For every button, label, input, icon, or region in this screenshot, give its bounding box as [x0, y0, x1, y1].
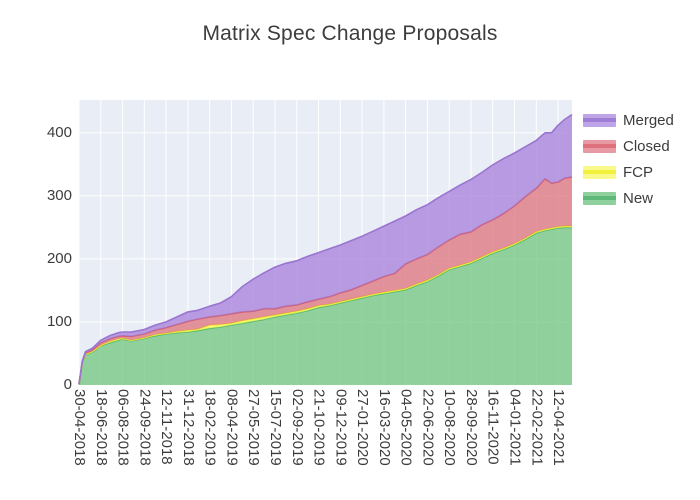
new-swatch-icon	[583, 191, 616, 205]
y-tick-label: 200	[46, 249, 72, 267]
x-tick-label: 21-10-2019	[310, 389, 328, 466]
legend-label-new: New	[623, 189, 654, 207]
legend-label-fcp: FCP	[623, 163, 653, 181]
x-tick-label: 22-06-2020	[419, 389, 437, 466]
area-merged	[79, 114, 572, 385]
closed-swatch-icon	[583, 139, 616, 153]
merged-swatch-line	[583, 118, 616, 122]
y-tick-label: 300	[46, 186, 72, 204]
closed-swatch-line	[583, 144, 616, 148]
x-tick-label: 30-04-2018	[71, 389, 88, 466]
x-tick-label: 04-01-2021	[506, 389, 524, 466]
line-merged	[78, 113, 573, 385]
legend: Merged Closed FCP New	[583, 107, 674, 211]
legend-item-merged[interactable]: Merged	[583, 107, 674, 133]
legend-label-closed: Closed	[623, 137, 670, 155]
y-tick-label: 100	[46, 312, 72, 330]
x-tick-label: 18-02-2019	[201, 389, 219, 466]
x-tick-label: 24-09-2018	[136, 389, 154, 466]
merged-swatch-icon	[583, 113, 616, 127]
x-tick-label: 15-07-2019	[267, 389, 284, 466]
x-tick-label: 18-06-2018	[92, 389, 110, 466]
legend-label-merged: Merged	[623, 111, 674, 129]
x-tick-label: 08-04-2019	[223, 389, 241, 466]
fcp-swatch-icon	[583, 165, 616, 179]
x-tick-label: 27-01-2020	[354, 389, 372, 466]
x-tick-label: 31-12-2018	[179, 389, 197, 466]
x-tick-label: 06-08-2018	[114, 389, 132, 466]
legend-item-fcp[interactable]: FCP	[583, 159, 674, 185]
fcp-swatch-line	[583, 170, 616, 174]
x-tick-label: 04-05-2020	[397, 389, 415, 466]
x-tick-label: 12-11-2018	[158, 389, 176, 465]
area-new	[79, 227, 572, 385]
x-tick-label: 10-08-2020	[441, 389, 459, 466]
legend-item-new[interactable]: New	[583, 185, 674, 211]
x-tick-label: 27-05-2019	[245, 389, 263, 466]
x-tick-label: 02-09-2019	[288, 389, 306, 466]
x-tick-label: 16-03-2020	[375, 389, 393, 466]
legend-item-closed[interactable]: Closed	[583, 133, 674, 159]
y-tick-label: 0	[63, 376, 72, 393]
new-swatch-line	[583, 196, 616, 200]
x-tick-label: 09-12-2019	[332, 389, 350, 466]
chart-title: Matrix Spec Change Proposals	[202, 22, 498, 45]
x-tick-label: 12-04-2021	[550, 389, 568, 466]
y-tick-label: 400	[46, 123, 72, 141]
x-tick-label: 28-09-2020	[463, 389, 480, 466]
x-tick-label: 22-02-2021	[528, 389, 546, 466]
x-tick-label: 16-11-2020	[484, 389, 502, 465]
